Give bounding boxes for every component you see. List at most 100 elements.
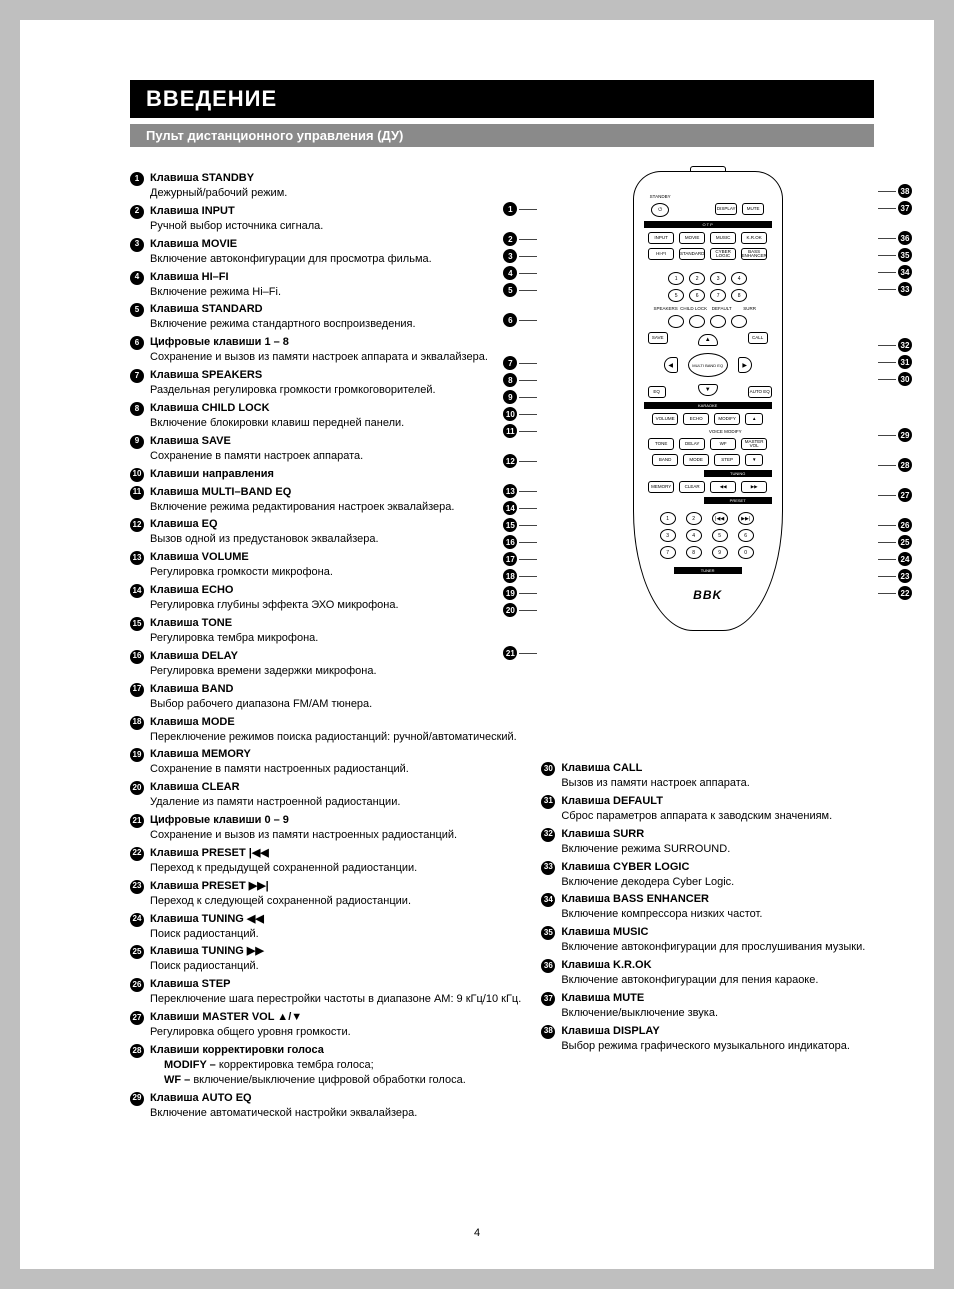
voice-modify-label: VOICE MODIFY [644, 429, 742, 434]
leaders-right: 3837363534333231302928272625242322 [878, 183, 912, 601]
leader-number: 35 [898, 248, 912, 262]
legend-desc: Раздельная регулировка громкости громког… [150, 383, 521, 398]
legend-desc: Поиск радиостанций. [150, 959, 521, 974]
leader: 24 [878, 551, 912, 567]
numpad-btn: 0 [738, 546, 754, 559]
leader-line [878, 191, 896, 192]
legend-title: Цифровые клавиши 1 – 8 [150, 335, 289, 350]
legend-item: 34Клавиша BASS ENHANCERВключение компрес… [541, 892, 874, 922]
legend-number: 26 [130, 978, 144, 992]
leader: 16 [503, 534, 537, 550]
numpad-btn: ▶▶| [738, 512, 754, 525]
numpad-btn: 3 [660, 529, 676, 542]
leader-number: 18 [503, 569, 517, 583]
legend-title: Клавиша TUNING ▶▶ [150, 944, 264, 959]
ir-window [690, 166, 726, 172]
legend-title: Клавиша TONE [150, 616, 232, 631]
remote-button: CLEAR [679, 481, 705, 493]
legend-title: Клавиши MASTER VOL ▲/▼ [150, 1010, 302, 1025]
digit-btn: 6 [689, 289, 705, 302]
karaoke-banner: KARAOKE [644, 402, 772, 409]
legend-title: Клавиша TUNING ◀◀ [150, 912, 264, 927]
legend-item: 28Клавиши корректировки голосаMODIFY – к… [130, 1043, 521, 1088]
legend-desc: Выбор режима графического музыкального и… [561, 1039, 874, 1054]
leader [503, 329, 537, 341]
legend-title: Клавиша ECHO [150, 583, 233, 598]
digit-sublabel: SPEAKERS [652, 306, 680, 311]
leader-number: 15 [503, 518, 517, 532]
leader [878, 298, 912, 310]
leader-number: 14 [503, 501, 517, 515]
legend-item: 17Клавиша BANDВыбор рабочего диапазона F… [130, 682, 521, 712]
leader-line [519, 320, 537, 321]
legend-desc: Сохранение в памяти настроек аппарата. [150, 449, 521, 464]
legend-desc: Вызов из памяти настроек аппарата. [561, 776, 874, 791]
dpad-up: ▲ [698, 334, 718, 346]
legend-title: Клавиша SAVE [150, 434, 231, 449]
display-btn: DISPLAY [715, 203, 737, 215]
legend-desc: Включение автоконфигурации для пения кар… [561, 973, 874, 988]
legend-title: Клавиша AUTO EQ [150, 1091, 252, 1106]
legend-title: Клавиша DISPLAY [561, 1024, 659, 1039]
leader-number: 24 [898, 552, 912, 566]
leader: 38 [878, 183, 912, 199]
remote-button: DELAY [679, 438, 705, 450]
right-item-list: 30Клавиша CALLВызов из памяти настроек а… [541, 761, 874, 1057]
eq-btn: EQ [648, 386, 666, 398]
leader [503, 440, 537, 452]
remote-outline: STANDBY ⏻ DISPLAY MUTE O T P INPUTMOVIEM… [633, 171, 783, 631]
legend-title: Клавиша MEMORY [150, 747, 251, 762]
legend-number: 33 [541, 861, 555, 875]
legend-title: Клавиша STANDARD [150, 302, 263, 317]
legend-number: 19 [130, 748, 144, 762]
leader: 30 [878, 371, 912, 387]
legend-title: Клавиши корректировки голоса [150, 1043, 324, 1058]
leader-line [878, 208, 896, 209]
legend-desc: Включение режима редактирования настроек… [150, 500, 521, 515]
legend-title: Клавиша STEP [150, 977, 230, 992]
leader: 19 [503, 585, 537, 601]
legend-number: 23 [130, 880, 144, 894]
digit-btn: 8 [731, 289, 747, 302]
legend-number: 7 [130, 369, 144, 383]
legend-number: 24 [130, 913, 144, 927]
legend-item: 19 Клавиша MEMORYСохранение в памяти наст… [130, 747, 521, 777]
leader-line [519, 380, 537, 381]
legend-desc: Включение/выключение звука. [561, 1006, 874, 1021]
legend-title: Клавиша MOVIE [150, 237, 237, 252]
legend-desc: Включение компрессора низких частот. [561, 907, 874, 922]
leader-line [878, 289, 896, 290]
leader-line [878, 362, 896, 363]
leader: 2 [503, 231, 537, 247]
legend-desc: Сохранение в памяти настроенных радиоста… [150, 762, 521, 777]
remote-button: VOLUME [652, 413, 678, 425]
leader-number: 26 [898, 518, 912, 532]
remote-button: MOVIE [679, 232, 705, 244]
hollow-btn [689, 315, 705, 328]
right-column: 123456789101112131415161718192021 STANDB… [541, 171, 874, 1123]
remote-button: ◀◀ [710, 481, 736, 493]
legend-item: 29Клавиша AUTO EQВключение автоматическо… [130, 1091, 521, 1121]
leader [878, 324, 912, 336]
remote-button: STEP [714, 454, 740, 466]
legend-number: 25 [130, 945, 144, 959]
leader-line [519, 290, 537, 291]
legend-number: 34 [541, 893, 555, 907]
leader-line [519, 542, 537, 543]
legend-number: 6 [130, 336, 144, 350]
leader-number: 34 [898, 265, 912, 279]
digit-btn: 2 [689, 272, 705, 285]
leader-line [878, 345, 896, 346]
legend-title: Клавиша MUTE [561, 991, 644, 1006]
digit-btn: 3 [710, 272, 726, 285]
leader-line [878, 435, 896, 436]
legend-item: 5Клавиша STANDARDВключение режима станда… [130, 302, 521, 332]
legend-number: 31 [541, 795, 555, 809]
legend-desc: Переход к предыдущей сохраненной радиост… [150, 861, 521, 876]
legend-item: 21Цифровые клавиши 0 – 9Сохранение и выз… [130, 813, 521, 843]
leader [878, 217, 912, 229]
legend-desc: Поиск радиостанций. [150, 927, 521, 942]
leader-line [878, 272, 896, 273]
legend-number: 18 [130, 716, 144, 730]
legend-title: Клавиша CALL [561, 761, 642, 776]
